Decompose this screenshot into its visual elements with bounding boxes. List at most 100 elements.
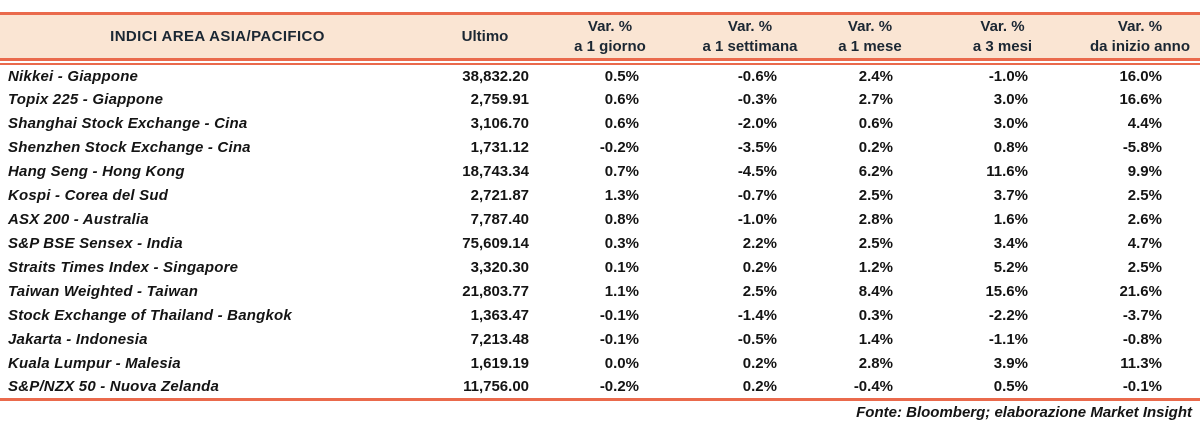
col-header-line1: Var. % bbox=[847, 17, 893, 35]
ultimo-value: 21,803.77 bbox=[462, 283, 529, 300]
index-name: Taiwan Weighted - Taiwan bbox=[8, 283, 199, 300]
var-3-mesi: 3.0% bbox=[993, 115, 1028, 132]
index-name: Shenzhen Stock Exchange - Cina bbox=[8, 139, 251, 156]
var-1-giorno: -0.2% bbox=[535, 375, 685, 401]
var-1-mese: 0.3% bbox=[858, 307, 893, 324]
asia-pacific-indices-table: INDICI AREA ASIA/PACIFICO Ultimo Var. % … bbox=[0, 12, 1200, 401]
table-row: Kuala Lumpur - Malesia 1,619.19 0.0% 0.2% 2.… bbox=[0, 352, 1200, 376]
index-name: S&P/NZX 50 - Nuova Zelanda bbox=[0, 375, 435, 401]
var-1-settimana: 0.2% bbox=[742, 259, 777, 276]
var-1-giorno: 1.1% bbox=[604, 283, 639, 300]
var-inizio-anno: -0.8% bbox=[1122, 331, 1162, 348]
col-header-var-3-mesi: Var. % a 3 mesi bbox=[925, 14, 1080, 60]
var-3-mesi: 15.6% bbox=[985, 283, 1028, 300]
var-3-mesi: 1.6% bbox=[993, 211, 1028, 228]
var-1-giorno: 0.0% bbox=[604, 355, 639, 372]
var-1-mese: 2.4% bbox=[858, 67, 893, 85]
col-header-ultimo: Ultimo bbox=[435, 14, 535, 60]
col-header-line1: Ultimo bbox=[461, 27, 509, 45]
col-header-line2: a 1 mese bbox=[838, 37, 902, 55]
table-row: S&P/NZX 50 - Nuova Zelanda 11,756.00 -0.2%… bbox=[0, 375, 1200, 401]
col-header-line1: Var. % bbox=[1117, 17, 1163, 35]
var-1-mese: 2.8% bbox=[858, 355, 893, 372]
var-1-settimana: -3.5% bbox=[737, 139, 777, 156]
index-name: S&P BSE Sensex - India bbox=[8, 235, 183, 252]
var-1-mese: -0.4% bbox=[815, 375, 925, 401]
table-row: Topix 225 - Giappone 2,759.91 0.6% -0.3% 2.7… bbox=[0, 88, 1200, 112]
var-3-mesi: 11.6% bbox=[986, 163, 1028, 180]
var-inizio-anno: 2.5% bbox=[1127, 259, 1162, 276]
ultimo-value: 2,759.91 bbox=[470, 91, 529, 108]
var-inizio-anno: 11.3% bbox=[1120, 355, 1162, 372]
var-inizio-anno: 2.6% bbox=[1127, 211, 1162, 228]
indices-table-sheet: INDICI AREA ASIA/PACIFICO Ultimo Var. % … bbox=[0, 12, 1200, 421]
table-row: Hang Seng - Hong Kong 18,743.34 0.7% -4.5% 6… bbox=[0, 160, 1200, 184]
index-name: Topix 225 - Giappone bbox=[8, 91, 164, 108]
table-row: S&P BSE Sensex - India 75,609.14 0.3% 2.2% 2… bbox=[0, 232, 1200, 256]
col-header-var-1-giorno: Var. % a 1 giorno bbox=[535, 14, 685, 60]
col-header-line2: a 1 settimana bbox=[702, 37, 798, 55]
var-1-mese: 0.2% bbox=[858, 139, 893, 156]
var-inizio-anno: -3.7% bbox=[1122, 307, 1162, 324]
ultimo-value: 1,363.47 bbox=[470, 307, 529, 324]
var-3-mesi: -1.0% bbox=[988, 67, 1028, 85]
ultimo-value: 75,609.14 bbox=[462, 235, 529, 252]
var-3-mesi: 0.5% bbox=[925, 375, 1080, 401]
var-inizio-anno: 16.6% bbox=[1119, 91, 1162, 108]
index-name: Shanghai Stock Exchange - Cina bbox=[8, 115, 248, 132]
table-row: Kospi - Corea del Sud 2,721.87 1.3% -0.7% 2.… bbox=[0, 184, 1200, 208]
var-1-settimana: 0.2% bbox=[685, 375, 815, 401]
var-3-mesi: 3.4% bbox=[993, 235, 1028, 252]
header-row: INDICI AREA ASIA/PACIFICO Ultimo Var. % … bbox=[0, 13, 1200, 60]
var-inizio-anno: 2.5% bbox=[1127, 187, 1162, 204]
col-header-line1: Var. % bbox=[727, 17, 773, 35]
col-header-line1: Var. % bbox=[980, 17, 1025, 35]
ultimo-value: 1,731.12 bbox=[470, 139, 529, 156]
table-row: ASX 200 - Australia 7,787.40 0.8% -1.0% 2.8%… bbox=[0, 208, 1200, 232]
var-3-mesi: -2.2% bbox=[988, 307, 1028, 324]
var-3-mesi: 3.9% bbox=[993, 355, 1028, 372]
var-1-mese: 6.2% bbox=[858, 163, 893, 180]
index-name: Jakarta - Indonesia bbox=[8, 331, 148, 348]
table-title: INDICI AREA ASIA/PACIFICO bbox=[110, 27, 325, 45]
var-1-giorno: 0.6% bbox=[604, 91, 639, 108]
index-name: Straits Times Index - Singapore bbox=[8, 259, 239, 276]
var-3-mesi: 5.2% bbox=[993, 259, 1028, 276]
table-body: Nikkei - Giappone 38,832.20 0.5% -0.6% 2.4% -… bbox=[0, 64, 1200, 401]
var-1-giorno: -0.2% bbox=[599, 139, 639, 156]
source-note: Fonte: Bloomberg; elaborazione Market In… bbox=[856, 404, 1192, 421]
var-1-settimana: 2.2% bbox=[742, 235, 777, 252]
var-1-giorno: 1.3% bbox=[604, 187, 639, 204]
table-row: Shanghai Stock Exchange - Cina 3,106.70 0.… bbox=[0, 112, 1200, 136]
ultimo-value: 7,787.40 bbox=[470, 211, 529, 228]
index-name: Nikkei - Giappone bbox=[8, 67, 139, 85]
var-inizio-anno: -0.1% bbox=[1080, 375, 1200, 401]
col-header-line2: da inizio anno bbox=[1090, 37, 1190, 55]
ultimo-value: 11,756.00 bbox=[435, 375, 535, 401]
var-1-mese: 2.5% bbox=[858, 235, 893, 252]
table-row: Jakarta - Indonesia 7,213.48 -0.1% -0.5% 1.4… bbox=[0, 328, 1200, 352]
col-header-var-inizio-anno: Var. % da inizio anno bbox=[1080, 14, 1200, 60]
var-1-mese: 2.8% bbox=[858, 211, 893, 228]
var-1-giorno: 0.1% bbox=[604, 259, 639, 276]
var-1-settimana: -1.0% bbox=[737, 211, 777, 228]
var-1-giorno: -0.1% bbox=[599, 307, 639, 324]
index-name: Hang Seng - Hong Kong bbox=[8, 163, 185, 180]
var-1-settimana: 0.2% bbox=[742, 355, 777, 372]
var-1-settimana: -1.4% bbox=[737, 307, 777, 324]
var-1-settimana: -2.0% bbox=[737, 115, 777, 132]
double-rule bbox=[0, 59, 1200, 65]
index-name: Kuala Lumpur - Malesia bbox=[8, 355, 181, 372]
var-inizio-anno: 16.0% bbox=[1119, 67, 1162, 85]
var-3-mesi: 3.0% bbox=[993, 91, 1028, 108]
var-1-settimana: 2.5% bbox=[742, 283, 777, 300]
var-1-giorno: 0.5% bbox=[604, 67, 639, 85]
col-header-var-1-mese: Var. % a 1 mese bbox=[815, 14, 925, 60]
col-header-line2: a 3 mesi bbox=[972, 37, 1033, 55]
ultimo-value: 3,320.30 bbox=[470, 259, 529, 276]
index-name: ASX 200 - Australia bbox=[8, 211, 149, 228]
var-1-settimana: -4.5% bbox=[737, 163, 777, 180]
table-row: Nikkei - Giappone 38,832.20 0.5% -0.6% 2.4% -… bbox=[0, 64, 1200, 88]
var-1-settimana: -0.5% bbox=[737, 331, 777, 348]
col-header-line2: a 1 giorno bbox=[574, 37, 646, 55]
